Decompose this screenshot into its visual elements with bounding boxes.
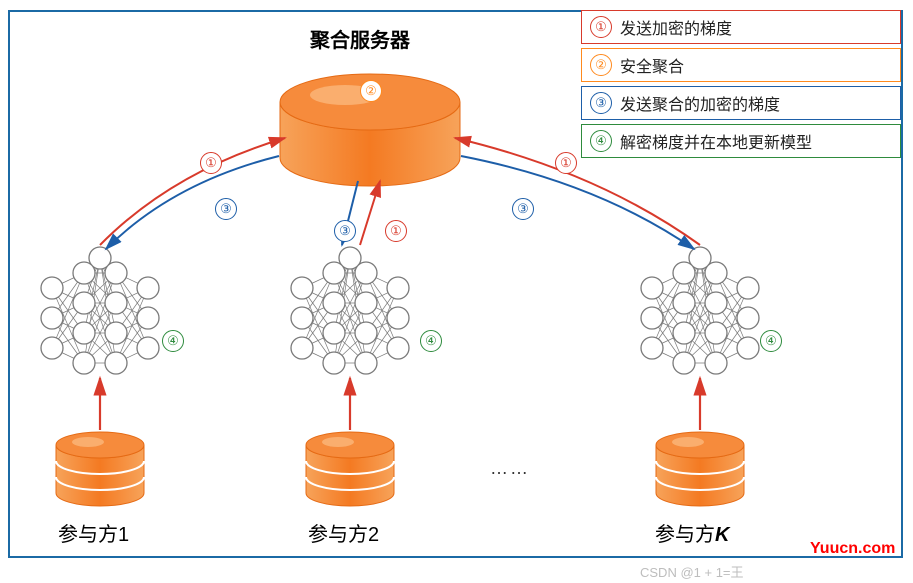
legend-row-1: ① 发送加密的梯度 (581, 10, 901, 44)
server-title: 聚合服务器 (310, 24, 410, 53)
watermark-csdn: CSDN @1 + 1=王 (640, 562, 744, 581)
legend-row-2: ② 安全聚合 (581, 48, 901, 82)
legend-text-4: 解密梯度并在本地更新模型 (620, 129, 812, 153)
participant-label-K: 参与方K 参与方K (655, 518, 729, 547)
step-badge-8: ④ (760, 330, 782, 352)
legend-circ-3: ③ (590, 92, 612, 114)
watermark-yuucn: Yuucn.com (810, 540, 895, 558)
participant-label-2: 参与方2 (308, 518, 379, 547)
participant-K-text: 参与方K (655, 524, 729, 546)
legend-circ-2: ② (590, 54, 612, 76)
step-badge-5: ① (555, 152, 577, 174)
server-step-circle: ② (360, 80, 382, 102)
step-badge-6: ④ (162, 330, 184, 352)
legend-circ-4: ④ (590, 130, 612, 152)
step-badge-2: ③ (334, 220, 356, 242)
legend: ① 发送加密的梯度 ② 安全聚合 ③ 发送聚合的加密的梯度 ④ 解密梯度并在本地… (581, 10, 901, 162)
step-badge-0: ① (200, 152, 222, 174)
legend-row-3: ③ 发送聚合的加密的梯度 (581, 86, 901, 120)
participant-label-1: 参与方1 (58, 518, 129, 547)
legend-text-3: 发送聚合的加密的梯度 (620, 91, 780, 115)
step-badge-3: ① (385, 220, 407, 242)
legend-row-4: ④ 解密梯度并在本地更新模型 (581, 124, 901, 158)
step-badge-7: ④ (420, 330, 442, 352)
legend-text-2: 安全聚合 (620, 53, 684, 77)
legend-circ-1: ① (590, 16, 612, 38)
step-badge-1: ③ (215, 198, 237, 220)
ellipsis: …… (490, 458, 530, 479)
legend-text-1: 发送加密的梯度 (620, 15, 732, 39)
step-badge-4: ③ (512, 198, 534, 220)
